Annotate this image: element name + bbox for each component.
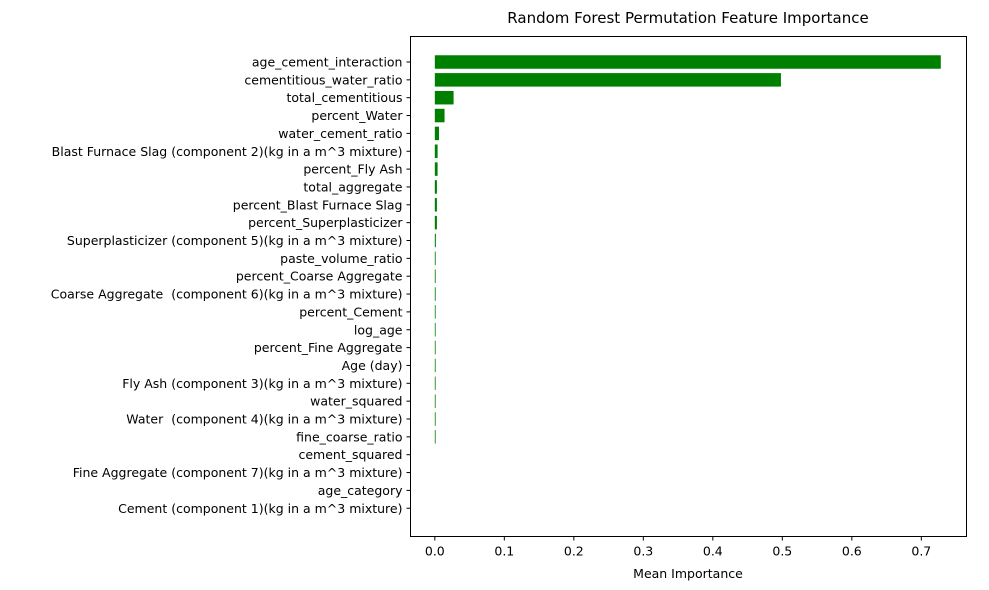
y-tick-label: percent_Blast Furnace Slag — [233, 197, 403, 212]
plot-frame — [410, 36, 967, 537]
bar — [434, 323, 436, 337]
bar — [434, 90, 454, 105]
y-tick-label: Coarse Aggregate (component 6)(kg in a m… — [51, 287, 403, 302]
bar — [434, 215, 437, 230]
bar — [434, 358, 436, 373]
bar — [434, 251, 436, 266]
y-tick-label: Fly Ash (component 3)(kg in a m^3 mixtur… — [122, 376, 402, 391]
y-tick-label: total_aggregate — [303, 179, 402, 194]
bar — [434, 269, 436, 283]
y-tick-label: cementitious_water_ratio — [244, 72, 402, 87]
bar — [434, 394, 436, 408]
bar — [434, 340, 436, 355]
x-axis-ticks: 0.0 0.1 0.2 0.3 0.4 0.5 0.6 0.7 — [425, 536, 931, 559]
y-tick-label: Age (day) — [342, 358, 403, 373]
x-tick-label: 0.6 — [842, 544, 862, 559]
x-tick-label: 0.1 — [494, 544, 514, 559]
bar — [434, 180, 437, 194]
bar — [434, 233, 436, 248]
bar — [434, 162, 438, 176]
y-tick-label: Superplasticizer (component 5)(kg in a m… — [67, 233, 403, 248]
y-tick-label: water_squared — [310, 394, 402, 409]
bar — [434, 55, 941, 69]
y-tick-label: Water (component 4)(kg in a m^3 mixture) — [126, 412, 402, 427]
y-tick-label: Blast Furnace Slag (component 2)(kg in a… — [52, 144, 403, 159]
y-tick-label: percent_Coarse Aggregate — [236, 269, 403, 284]
bar — [434, 198, 437, 212]
bar — [434, 126, 439, 141]
bar — [434, 430, 436, 444]
bar — [434, 305, 436, 319]
y-tick-label: total_cementitious — [286, 90, 402, 105]
x-tick-label: 0.2 — [564, 544, 584, 559]
x-tick-label: 0.7 — [911, 544, 931, 559]
bar — [434, 287, 436, 301]
bar — [434, 412, 436, 426]
y-tick-label: water_cement_ratio — [278, 126, 402, 141]
chart-title: Random Forest Permutation Feature Import… — [507, 9, 868, 27]
bar — [434, 376, 436, 391]
y-tick-label: percent_Superplasticizer — [248, 215, 403, 230]
bar — [434, 108, 445, 123]
bar — [434, 73, 781, 87]
y-tick-label: Fine Aggregate (component 7)(kg in a m^3… — [73, 465, 403, 480]
x-tick-label: 0.3 — [633, 544, 653, 559]
y-tick-label: fine_coarse_ratio — [296, 429, 402, 444]
y-axis-ticks: age_cement_interaction cementitious_water… — [51, 55, 411, 516]
x-tick-label: 0.5 — [772, 544, 792, 559]
y-tick-label: cement_squared — [298, 447, 402, 462]
y-tick-label: percent_Fly Ash — [303, 162, 402, 177]
y-tick-label: percent_Cement — [299, 304, 402, 319]
x-tick-label: 0.0 — [425, 544, 445, 559]
y-tick-label: percent_Fine Aggregate — [254, 340, 403, 355]
x-tick-label: 0.4 — [703, 544, 723, 559]
bar — [434, 144, 438, 158]
y-tick-label: paste_volume_ratio — [280, 251, 402, 266]
y-tick-label: percent_Water — [311, 108, 403, 123]
bars-group — [434, 55, 941, 444]
y-tick-label: age_cement_interaction — [252, 55, 403, 70]
x-axis-label: Mean Importance — [633, 566, 743, 581]
y-tick-label: age_category — [318, 483, 403, 498]
y-tick-label: log_age — [354, 322, 403, 337]
y-tick-label: Cement (component 1)(kg in a m^3 mixture… — [118, 501, 402, 516]
